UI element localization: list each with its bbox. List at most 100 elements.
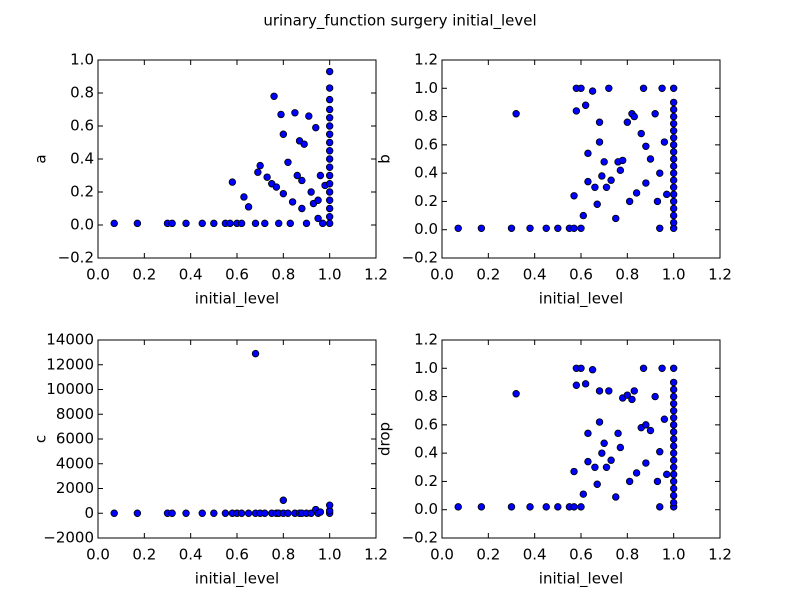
x-tick-label: 0.4 xyxy=(523,266,547,284)
point xyxy=(588,366,597,374)
x-tick-label: 1.0 xyxy=(662,266,686,284)
point xyxy=(579,490,588,498)
point xyxy=(237,509,246,517)
point xyxy=(325,180,334,188)
y-tick-label: 14000 xyxy=(46,331,94,349)
point xyxy=(669,155,678,163)
y-tick-label: 0.8 xyxy=(70,84,94,102)
point xyxy=(507,224,516,232)
point xyxy=(651,392,659,401)
point xyxy=(279,189,288,198)
x-tick-label: 0.4 xyxy=(523,546,547,564)
x-tick-label: 0.4 xyxy=(179,266,203,284)
point xyxy=(572,107,581,115)
point xyxy=(325,188,334,196)
subplot: 0.0 0.2 0.4 0.6 0.8 1.0 1.2−0.20.00.20.40.60.8… xyxy=(376,331,732,589)
point xyxy=(291,109,299,117)
point xyxy=(632,469,641,477)
point xyxy=(319,219,327,228)
point xyxy=(656,224,664,232)
point xyxy=(584,149,592,158)
x-axis-label: initial_level xyxy=(195,570,279,589)
point xyxy=(300,140,308,148)
point xyxy=(628,395,636,404)
point xyxy=(642,421,650,429)
point xyxy=(669,183,678,191)
point xyxy=(314,214,322,223)
x-tick-label: 0.8 xyxy=(271,546,295,564)
point xyxy=(572,381,581,389)
y-tick-label: 6000 xyxy=(56,430,94,448)
y-tick-label: −2000 xyxy=(43,529,94,547)
y-tick-label: 0.6 xyxy=(414,135,438,153)
y-tick-label: 0.2 xyxy=(414,192,438,210)
x-tick-label: 0.0 xyxy=(430,266,454,284)
y-tick-label: 2000 xyxy=(56,479,94,497)
point xyxy=(325,105,334,114)
point xyxy=(526,224,534,232)
y-tick-label: 1.0 xyxy=(70,51,94,69)
point xyxy=(651,110,659,118)
x-tick-label: 1.2 xyxy=(364,266,388,284)
x-tick-label: 1.2 xyxy=(364,546,388,564)
point xyxy=(314,196,322,204)
point xyxy=(658,364,666,372)
point xyxy=(591,463,599,471)
point xyxy=(454,503,462,511)
point xyxy=(507,503,516,511)
point xyxy=(110,509,118,517)
point xyxy=(653,477,662,486)
point xyxy=(653,197,662,206)
y-tick-label: 0.2 xyxy=(70,183,94,201)
point xyxy=(512,390,520,398)
point xyxy=(133,509,142,517)
point xyxy=(577,503,585,511)
point xyxy=(577,364,585,372)
y-axis-label: c xyxy=(32,435,50,443)
point xyxy=(316,171,325,180)
point xyxy=(198,509,206,517)
y-tick-label: 0.8 xyxy=(414,387,438,405)
point xyxy=(168,509,176,517)
point xyxy=(669,442,678,450)
point xyxy=(133,219,142,228)
point xyxy=(669,428,678,436)
point xyxy=(325,171,334,180)
point xyxy=(588,87,597,95)
point xyxy=(110,219,118,228)
point xyxy=(632,189,641,197)
point xyxy=(605,387,613,395)
point xyxy=(660,415,669,423)
axes-frame xyxy=(441,339,721,539)
point xyxy=(646,155,655,163)
point xyxy=(577,84,585,92)
point xyxy=(591,183,599,191)
y-axis-label: b xyxy=(376,154,394,164)
point xyxy=(251,219,260,228)
subplot: 0.0 0.2 0.4 0.6 0.8 1.0 1.2 −2000 0 2000 4000 6000 8… xyxy=(32,331,388,589)
point xyxy=(325,95,334,104)
point xyxy=(325,204,334,213)
point xyxy=(669,211,678,220)
y-tick-label: 1.2 xyxy=(414,51,438,69)
point xyxy=(554,224,562,232)
y-axis-label: drop xyxy=(376,422,394,456)
point xyxy=(623,391,632,399)
point xyxy=(623,118,632,126)
point xyxy=(669,204,678,213)
y-tick-label: 12000 xyxy=(46,355,94,373)
y-tick-label: 0 xyxy=(84,504,94,522)
x-axis-label: initial_level xyxy=(539,570,623,589)
point xyxy=(669,421,678,429)
x-tick-label: 0.0 xyxy=(86,266,110,284)
point xyxy=(279,496,288,504)
y-tick-label: 0.4 xyxy=(414,164,438,182)
point xyxy=(669,105,678,114)
y-tick-label: −0.2 xyxy=(58,249,94,267)
y-tick-label: 4000 xyxy=(56,454,94,472)
point xyxy=(630,112,638,121)
point xyxy=(477,224,486,232)
point xyxy=(512,110,520,118)
point xyxy=(570,224,578,232)
